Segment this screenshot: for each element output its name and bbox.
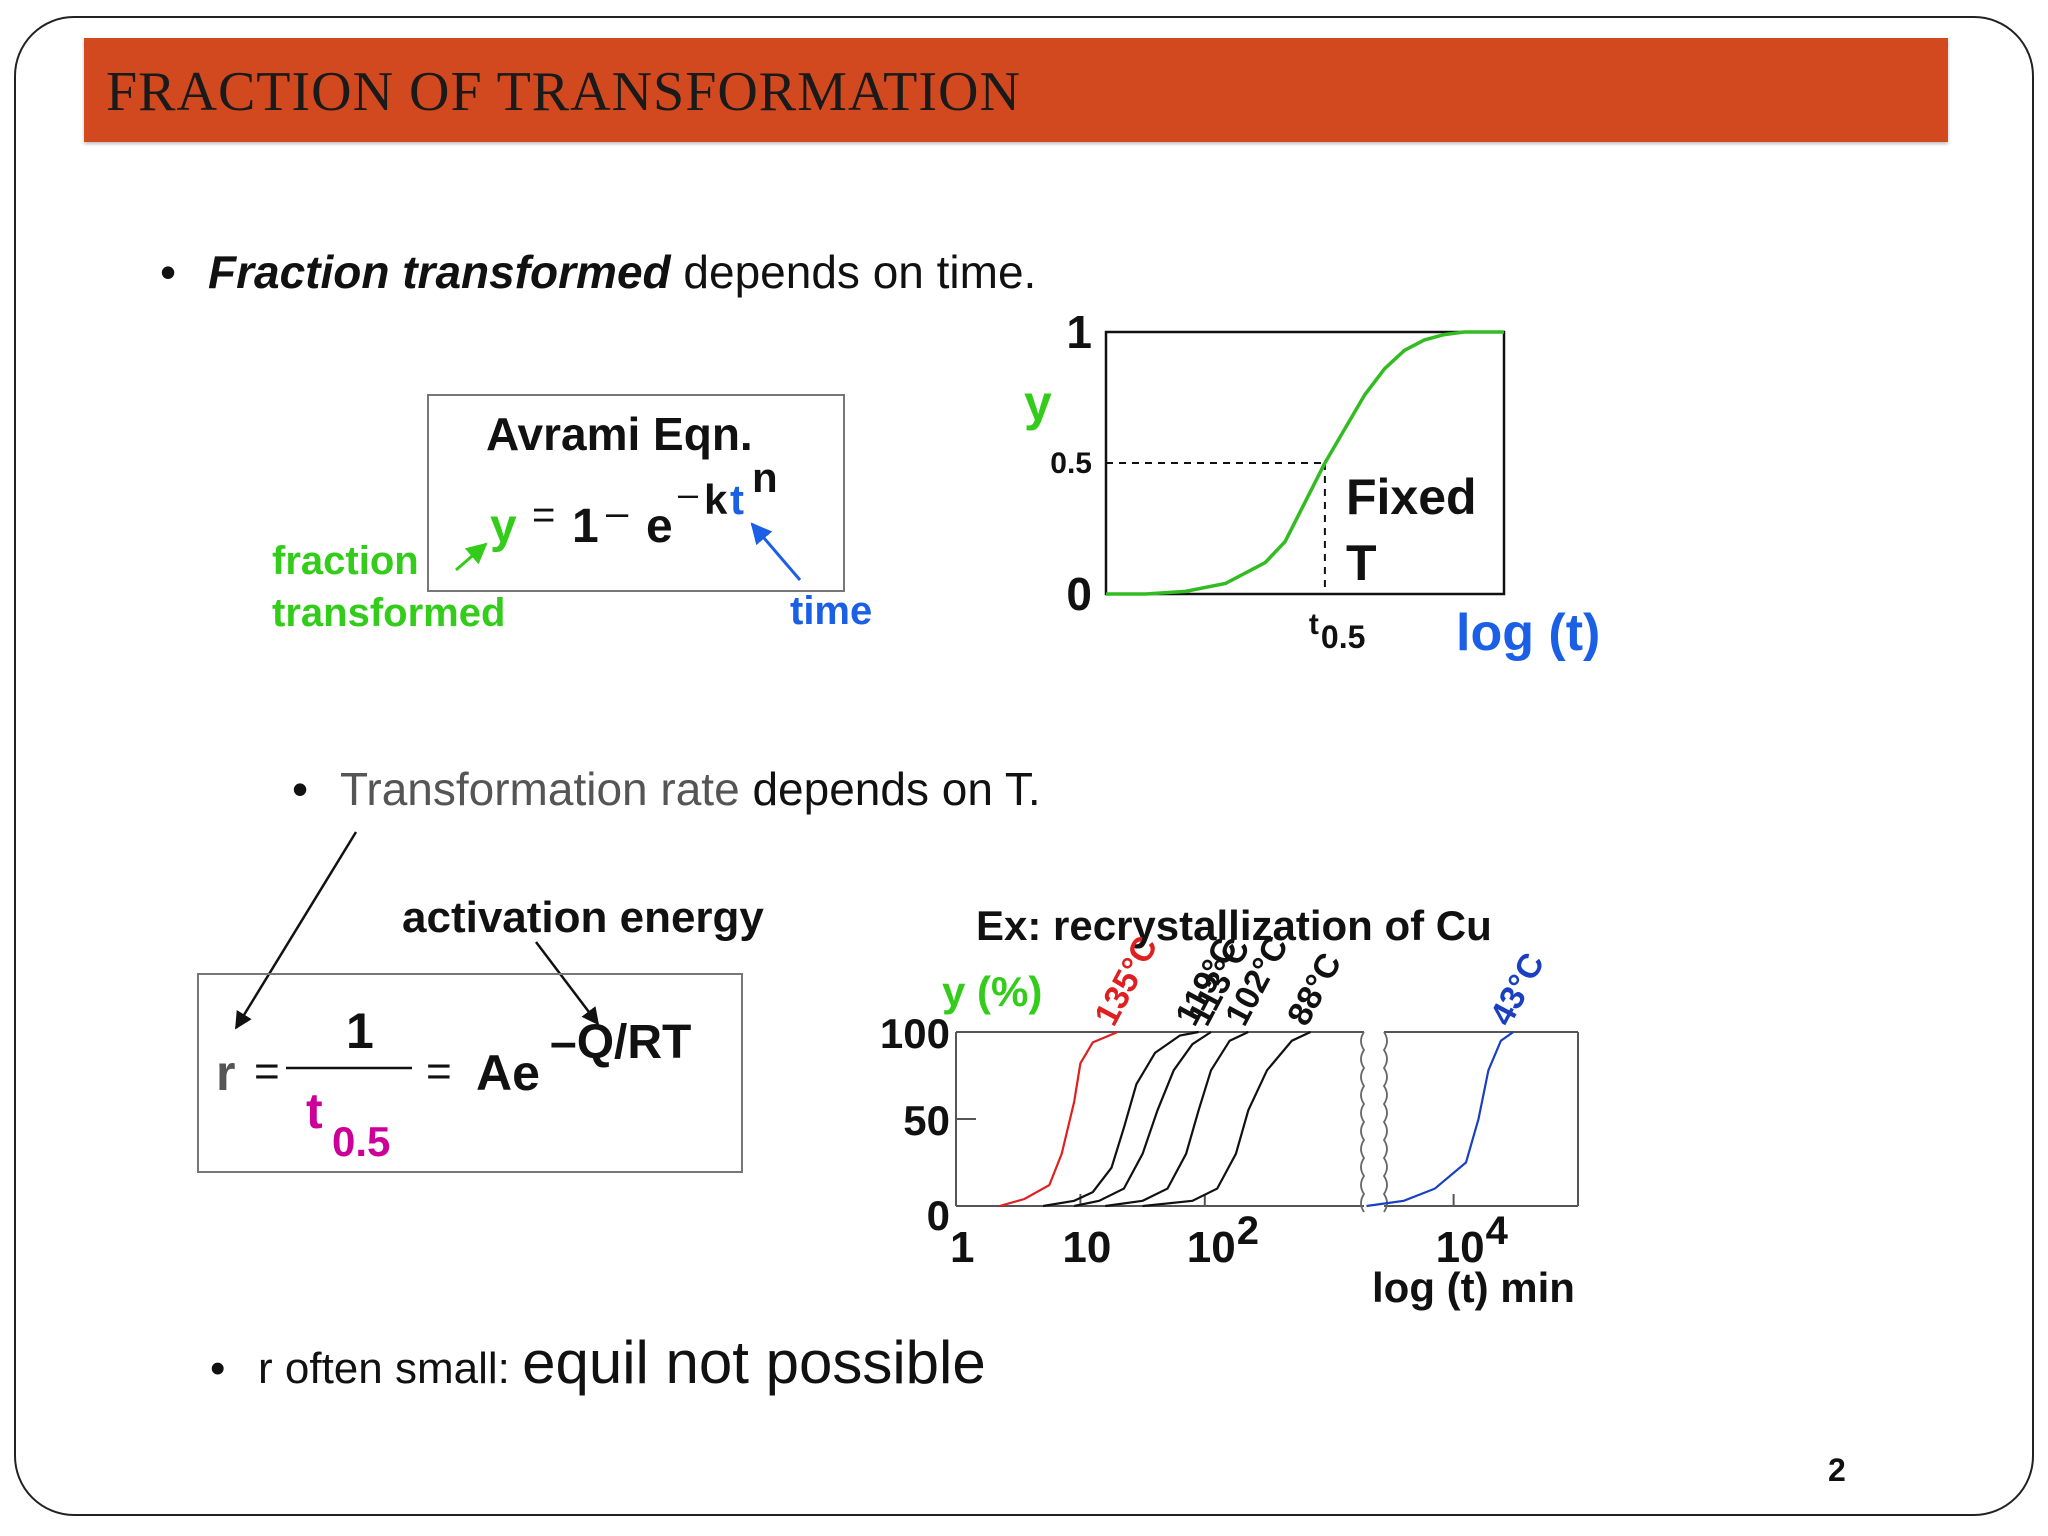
avrami-t: t bbox=[730, 476, 744, 523]
label-fraction: fraction bbox=[272, 539, 419, 583]
rate-t-sub: 0.5 bbox=[332, 1118, 390, 1165]
chart2-series-line bbox=[1366, 1031, 1514, 1208]
arrow-time bbox=[750, 522, 802, 581]
chart2-axis-break bbox=[1382, 1031, 1388, 1213]
chart1-y-tick-label: 1 bbox=[1066, 306, 1092, 358]
chart1-annotation-fixed: Fixed bbox=[1346, 469, 1477, 525]
avrami-title: Avrami Eqn. bbox=[486, 408, 753, 460]
rate-box bbox=[197, 973, 743, 1173]
arrow-activation bbox=[535, 941, 600, 1026]
rate-r: r bbox=[216, 1045, 235, 1101]
avrami-equals: = bbox=[532, 493, 555, 537]
chart2-series-line bbox=[1142, 1031, 1311, 1208]
avrami-k: k bbox=[704, 476, 728, 523]
chart2-y-tick-label: 50 bbox=[903, 1097, 950, 1144]
bullet-fraction-transformed: • Fraction transformed depends on time. bbox=[160, 245, 1036, 299]
avrami-box bbox=[427, 394, 845, 592]
bullet-transformation-rate: • Transformation rate depends on T. bbox=[292, 762, 1041, 816]
arrow-fraction bbox=[455, 542, 488, 572]
chart2-y-tick-label: 0 bbox=[927, 1192, 950, 1239]
bullet-text: depends on time. bbox=[670, 246, 1037, 298]
bullet-text: depends on T. bbox=[739, 763, 1041, 815]
bullet-dot: • bbox=[292, 763, 309, 815]
chart2-series-line bbox=[1042, 1030, 1199, 1208]
chart2-x-tick-label: 1 bbox=[950, 1223, 974, 1272]
chart2-series-line bbox=[1073, 1031, 1212, 1208]
bullet-r-often-small: • r often small: equil not possible bbox=[210, 1328, 986, 1397]
chart2-x-tick-label: 10 bbox=[1187, 1223, 1236, 1272]
chart1-series-line bbox=[1106, 330, 1504, 596]
chart2-series-line bbox=[999, 1030, 1119, 1208]
avrami-one: 1 bbox=[572, 500, 599, 553]
activation-energy-label: activation energy bbox=[402, 893, 764, 942]
chart1-x-axis-label: log (t) bbox=[1456, 604, 1600, 662]
bullet-dot: • bbox=[160, 246, 177, 298]
chart2-series-label: 43°C bbox=[1483, 947, 1552, 1032]
avrami-exp-minus: – bbox=[678, 473, 698, 514]
bullet-text-large: equil not possible bbox=[522, 1329, 986, 1396]
bullet-term: Transformation rate bbox=[340, 763, 740, 815]
slide-title: FRACTION OF TRANSFORMATION bbox=[106, 61, 1021, 123]
avrami-e: e bbox=[646, 500, 673, 553]
rate-t-base: t bbox=[306, 1083, 323, 1139]
rate-numerator: 1 bbox=[346, 1003, 374, 1059]
rate-Ae: Ae bbox=[476, 1045, 540, 1101]
rate-equals-1: = bbox=[254, 1047, 280, 1096]
chart1-y-tick-label: 0.5 bbox=[1050, 447, 1092, 480]
chart2-series-label: 88°C bbox=[1280, 947, 1349, 1032]
chart1-x-marker-base: t bbox=[1309, 608, 1319, 641]
chart2-x-tick-exponent: 2 bbox=[1237, 1209, 1259, 1253]
bullet-text-small: r often small: bbox=[258, 1344, 523, 1393]
avrami-y: y bbox=[490, 500, 517, 553]
title-bar: FRACTION OF TRANSFORMATION bbox=[84, 38, 1948, 142]
chart2-x-tick-exponent: 4 bbox=[1486, 1209, 1509, 1253]
label-transformed: transformed bbox=[272, 591, 505, 635]
rate-equals-2: = bbox=[426, 1047, 452, 1096]
bullet-dot: • bbox=[210, 1344, 226, 1393]
chart2-x-tick-label: 10 bbox=[1062, 1223, 1111, 1272]
chart2-x-axis-label: log (t) min bbox=[1372, 1264, 1575, 1311]
chart2-title: Ex: recrystallization of Cu bbox=[976, 902, 1492, 949]
chart1-y-tick-label: 0 bbox=[1066, 568, 1092, 620]
chart2-x-tick-label: 10 bbox=[1436, 1223, 1485, 1272]
chart2-y-tick-label: 100 bbox=[880, 1010, 950, 1057]
avrami-minus: – bbox=[606, 491, 629, 535]
label-time: time bbox=[790, 589, 872, 633]
slide-frame bbox=[14, 16, 2034, 1516]
chart1-y-axis-label: y bbox=[1024, 375, 1052, 431]
rate-exponent: –Q/RT bbox=[550, 1016, 691, 1069]
arrow-rate bbox=[234, 831, 358, 1030]
chart2-y-axis-label: y (%) bbox=[942, 968, 1042, 1015]
avrami-n: n bbox=[752, 454, 778, 501]
chart1-annotation-T: T bbox=[1346, 535, 1377, 591]
chart2-series-line bbox=[1105, 1031, 1249, 1208]
page-number: 2 bbox=[1828, 1452, 1846, 1488]
bullet-emphasis: Fraction transformed bbox=[208, 246, 671, 298]
chart1-x-marker-sub: 0.5 bbox=[1321, 619, 1365, 655]
chart2-axis-break bbox=[1360, 1031, 1366, 1213]
